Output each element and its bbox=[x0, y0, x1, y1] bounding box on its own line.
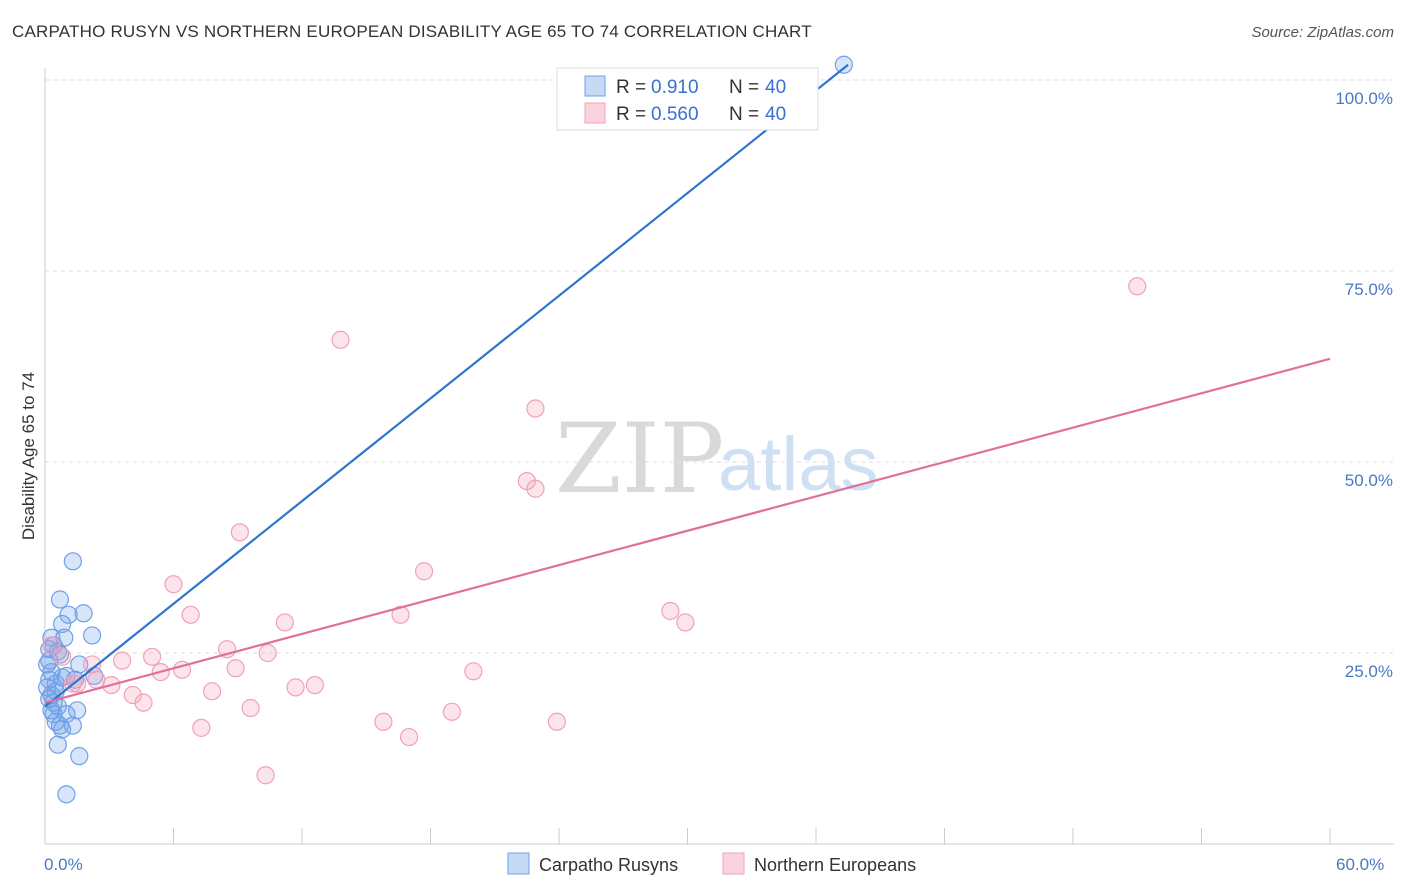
stats-legend: R = 0.910 N = 40 R = 0.560 N = 40 bbox=[556, 67, 819, 131]
carpatho-rusyns-point-2 bbox=[50, 590, 70, 609]
watermark-atlas: atlas bbox=[718, 422, 879, 507]
x-ticks bbox=[44, 828, 1331, 844]
series-northern-europeans-points bbox=[42, 277, 1147, 785]
northern-europeans-point-8 bbox=[661, 601, 680, 621]
northern-europeans-point-7 bbox=[164, 575, 183, 594]
carpatho-rusyns-point-0 bbox=[834, 55, 853, 74]
chart-title: CARPATHO RUSYN VS NORTHERN EUROPEAN DISA… bbox=[12, 22, 812, 41]
y-tick-label-50: 50.0% bbox=[1345, 471, 1393, 490]
stats-legend-n-value-blue: 40 bbox=[765, 77, 786, 98]
northern-europeans-point-33 bbox=[547, 712, 566, 731]
trend-lines bbox=[44, 63, 1331, 708]
carpatho-rusyns-point-3 bbox=[74, 604, 93, 623]
carpatho-rusyns-point-6 bbox=[83, 626, 102, 645]
y-tick-label-75: 75.0% bbox=[1345, 280, 1393, 299]
stats-legend-n-label-blue: N = bbox=[729, 77, 759, 98]
series-legend-label-pink: Northern Europeans bbox=[754, 855, 916, 875]
y-tick-label-100: 100.0% bbox=[1335, 89, 1393, 108]
northern-europeans-point-34 bbox=[192, 718, 211, 737]
northern-europeans-point-10 bbox=[181, 605, 200, 624]
carpatho-rusyns-point-1 bbox=[63, 552, 82, 571]
stats-legend-r-label-blue: R = bbox=[616, 77, 646, 98]
stats-legend-swatch-pink bbox=[584, 102, 606, 124]
watermark-zip: ZIP bbox=[555, 403, 724, 515]
y-axis-label: Disability Age 65 to 74 bbox=[19, 372, 38, 540]
stats-legend-n-value-pink: 40 bbox=[765, 104, 786, 125]
northern-europeans-point-16 bbox=[112, 651, 132, 670]
x-tick-label-max: 60.0% bbox=[1336, 855, 1384, 874]
northern-europeans-point-29 bbox=[134, 693, 153, 712]
source-label: Source: ZipAtlas.com bbox=[1251, 24, 1394, 41]
northern-europeans-point-30 bbox=[241, 698, 260, 718]
stats-legend-n-label-pink: N = bbox=[729, 104, 759, 125]
northern-europeans-point-31 bbox=[442, 702, 462, 721]
y-tick-labels: 25.0% 50.0% 75.0% 100.0% bbox=[1335, 89, 1393, 681]
northern-europeans-point-25 bbox=[286, 678, 305, 697]
northern-europeans-point-37 bbox=[42, 636, 61, 655]
northern-europeans-point-1 bbox=[331, 330, 350, 349]
northern-europeans-point-12 bbox=[275, 613, 294, 632]
northern-europeans-point-4 bbox=[526, 479, 545, 498]
stats-legend-swatch-blue bbox=[584, 75, 606, 97]
carpatho-rusyns-trend-line bbox=[44, 63, 849, 708]
northern-europeans-point-14 bbox=[258, 643, 277, 663]
carpatho-rusyns-point-36 bbox=[48, 735, 67, 754]
northern-europeans-point-9 bbox=[676, 613, 695, 632]
stats-legend-r-value-pink: 0.560 bbox=[651, 104, 699, 125]
series-legend-label-blue: Carpatho Rusyns bbox=[539, 855, 678, 875]
northern-europeans-point-18 bbox=[226, 659, 245, 678]
y-tick-label-25: 25.0% bbox=[1345, 662, 1393, 681]
northern-europeans-point-36 bbox=[256, 766, 275, 785]
series-carpatho-rusyns-points bbox=[38, 55, 853, 804]
northern-europeans-point-0 bbox=[1128, 277, 1147, 296]
northern-europeans-trend-line bbox=[44, 357, 1331, 704]
northern-europeans-point-38 bbox=[53, 647, 72, 666]
northern-europeans-point-21 bbox=[464, 662, 483, 681]
carpatho-rusyns-point-34 bbox=[63, 716, 82, 735]
stats-legend-r-value-blue: 0.910 bbox=[651, 77, 699, 98]
northern-europeans-point-39 bbox=[68, 674, 87, 693]
series-legend: Carpatho Rusyns Northern Europeans bbox=[507, 852, 916, 875]
carpatho-rusyns-point-5 bbox=[53, 614, 72, 634]
series-legend-swatch-blue bbox=[507, 852, 530, 875]
northern-europeans-point-32 bbox=[374, 712, 393, 731]
northern-europeans-point-5 bbox=[230, 523, 249, 542]
northern-europeans-point-2 bbox=[526, 399, 545, 418]
northern-europeans-point-35 bbox=[399, 727, 419, 747]
carpatho-rusyns-point-4 bbox=[59, 605, 78, 624]
northern-europeans-point-26 bbox=[305, 675, 324, 695]
stats-legend-r-label-pink: R = bbox=[616, 104, 646, 125]
northern-europeans-point-6 bbox=[414, 562, 434, 581]
carpatho-rusyns-point-37 bbox=[70, 747, 89, 766]
carpatho-rusyns-point-35 bbox=[53, 720, 72, 739]
series-legend-swatch-pink bbox=[722, 852, 745, 875]
x-tick-label-min: 0.0% bbox=[44, 855, 83, 874]
carpatho-rusyns-point-38 bbox=[57, 785, 76, 804]
gridlines bbox=[45, 79, 1394, 654]
northern-europeans-point-27 bbox=[202, 682, 222, 701]
northern-europeans-point-15 bbox=[142, 647, 162, 666]
northern-europeans-point-11 bbox=[391, 605, 410, 624]
